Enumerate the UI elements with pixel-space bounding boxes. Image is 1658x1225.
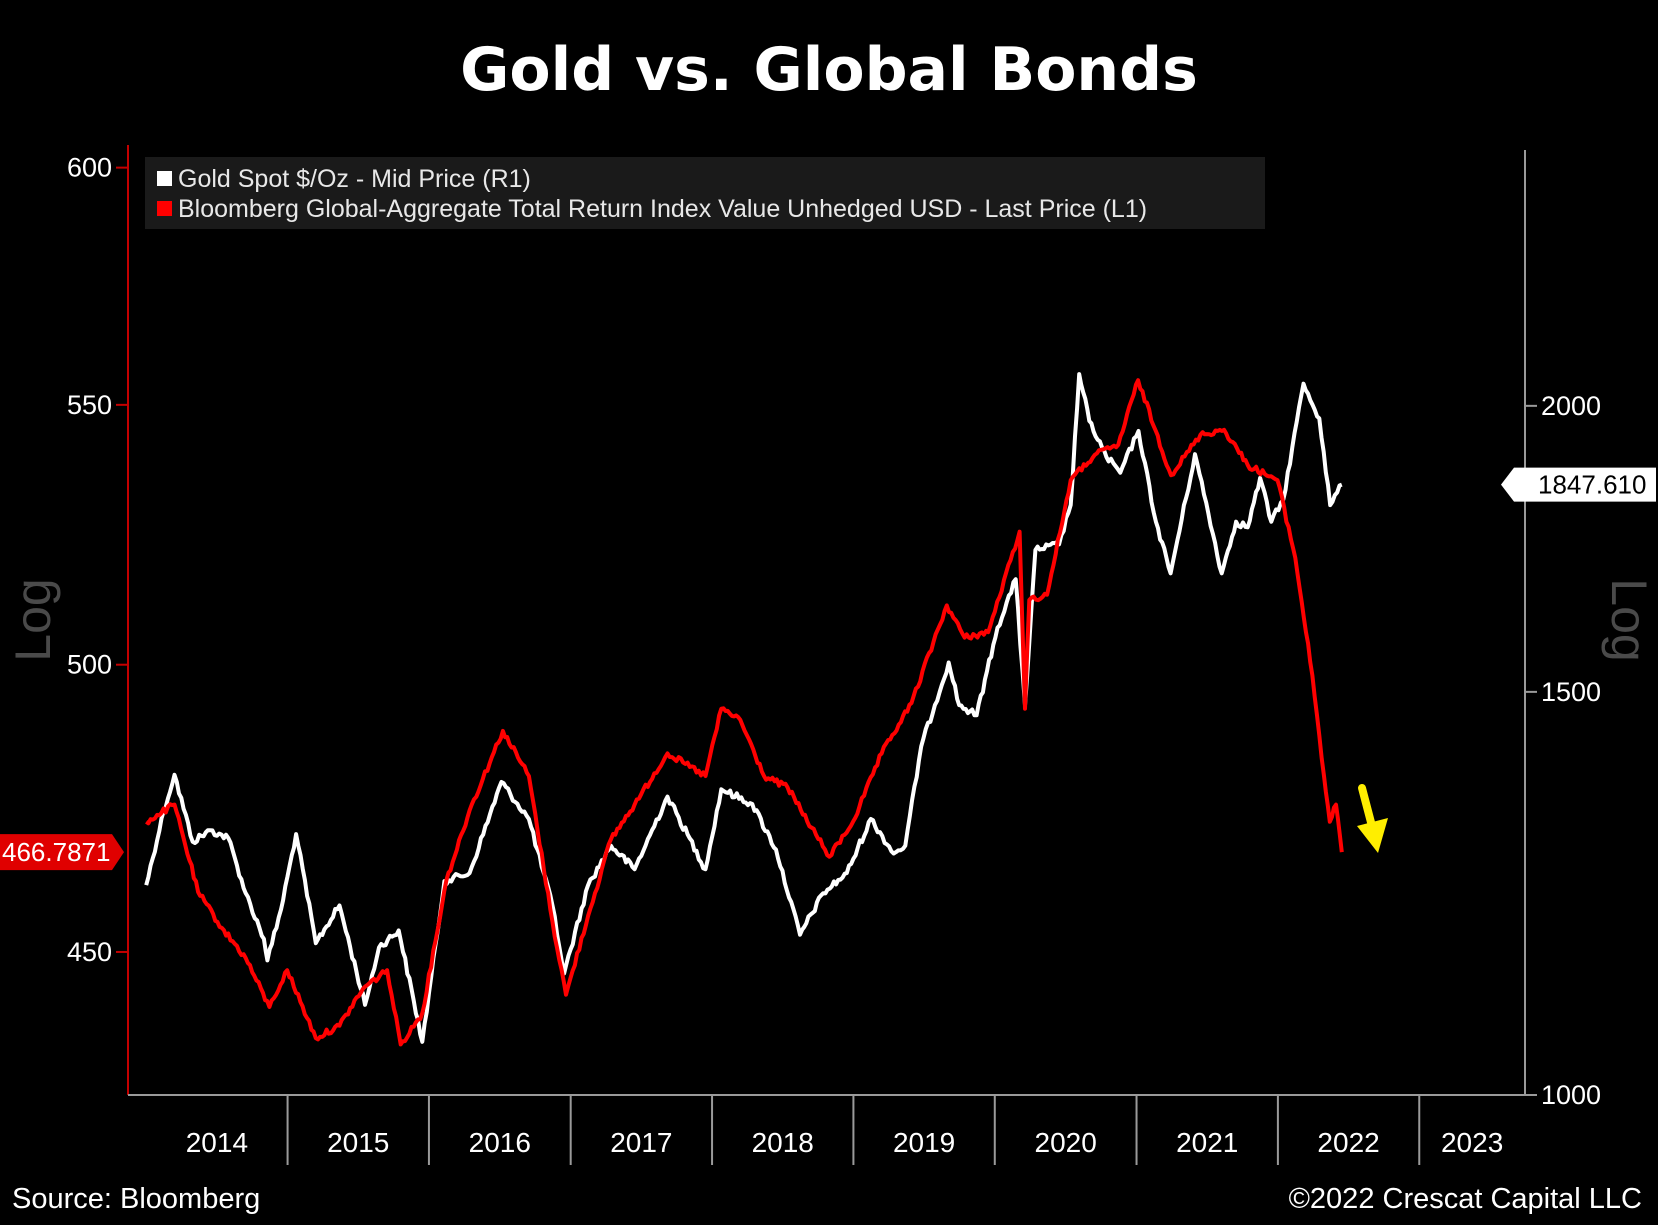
left-axis-label: Log: [5, 578, 61, 661]
down-arrow-icon: [1357, 818, 1388, 853]
left-last-value-badge: 466.7871: [0, 834, 124, 871]
x-tick-label: 2021: [1176, 1127, 1238, 1158]
x-tick-label: 2016: [469, 1127, 531, 1158]
left-tick-label: 600: [67, 153, 112, 183]
right-last-value-text: 1847.610: [1538, 470, 1646, 500]
down-arrow-annotation: [1357, 784, 1388, 853]
left-last-value-badge-shape: [0, 834, 124, 871]
gold-price-line: [144, 372, 1343, 1044]
x-tick-label: 2022: [1317, 1127, 1379, 1158]
legend-box: [145, 157, 1265, 229]
x-tick-label: 2014: [186, 1127, 248, 1158]
chart-title: Gold vs. Global Bonds: [460, 35, 1198, 105]
right-last-value-badge-shape: [1501, 467, 1656, 502]
legend-label-bonds: Bloomberg Global-Aggregate Total Return …: [178, 195, 1147, 223]
left-axis-ticks: 450 500 550 600: [67, 153, 128, 967]
right-tick-label: 1500: [1541, 677, 1601, 707]
legend-label-gold: Gold Spot $/Oz - Mid Price (R1): [178, 165, 531, 193]
right-axis-ticks: 1000 1500 2000: [1525, 391, 1601, 1110]
left-tick-label: 550: [67, 390, 112, 420]
source-note: Source: Bloomberg: [12, 1183, 260, 1215]
legend-swatch-bonds: [157, 201, 172, 216]
right-tick-label: 1000: [1541, 1080, 1601, 1110]
right-last-value-badge: 1847.610: [1501, 467, 1656, 502]
series-layer: [144, 372, 1344, 1047]
x-axis-ticks: 2014 2015 2016 2017 2018 2019 2020 2021 2022 2023: [186, 1095, 1503, 1165]
right-axis-label: Log: [1601, 578, 1657, 661]
legend-swatch-gold: [157, 171, 172, 186]
x-tick-label: 2019: [893, 1127, 955, 1158]
x-tick-label: 2018: [752, 1127, 814, 1158]
x-tick-label: 2020: [1035, 1127, 1097, 1158]
left-tick-label: 450: [67, 937, 112, 967]
x-tick-label: 2017: [610, 1127, 672, 1158]
x-tick-label: 2023: [1441, 1127, 1503, 1158]
x-tick-label: 2015: [327, 1127, 389, 1158]
right-tick-label: 2000: [1541, 391, 1601, 421]
left-tick-label: 500: [67, 650, 112, 680]
global-bonds-line: [145, 378, 1344, 1047]
copyright-note: ©2022 Crescat Capital LLC: [1289, 1183, 1642, 1215]
legend: Gold Spot $/Oz - Mid Price (R1) Bloomber…: [145, 157, 1265, 229]
left-last-value-text: 466.7871: [2, 837, 110, 867]
